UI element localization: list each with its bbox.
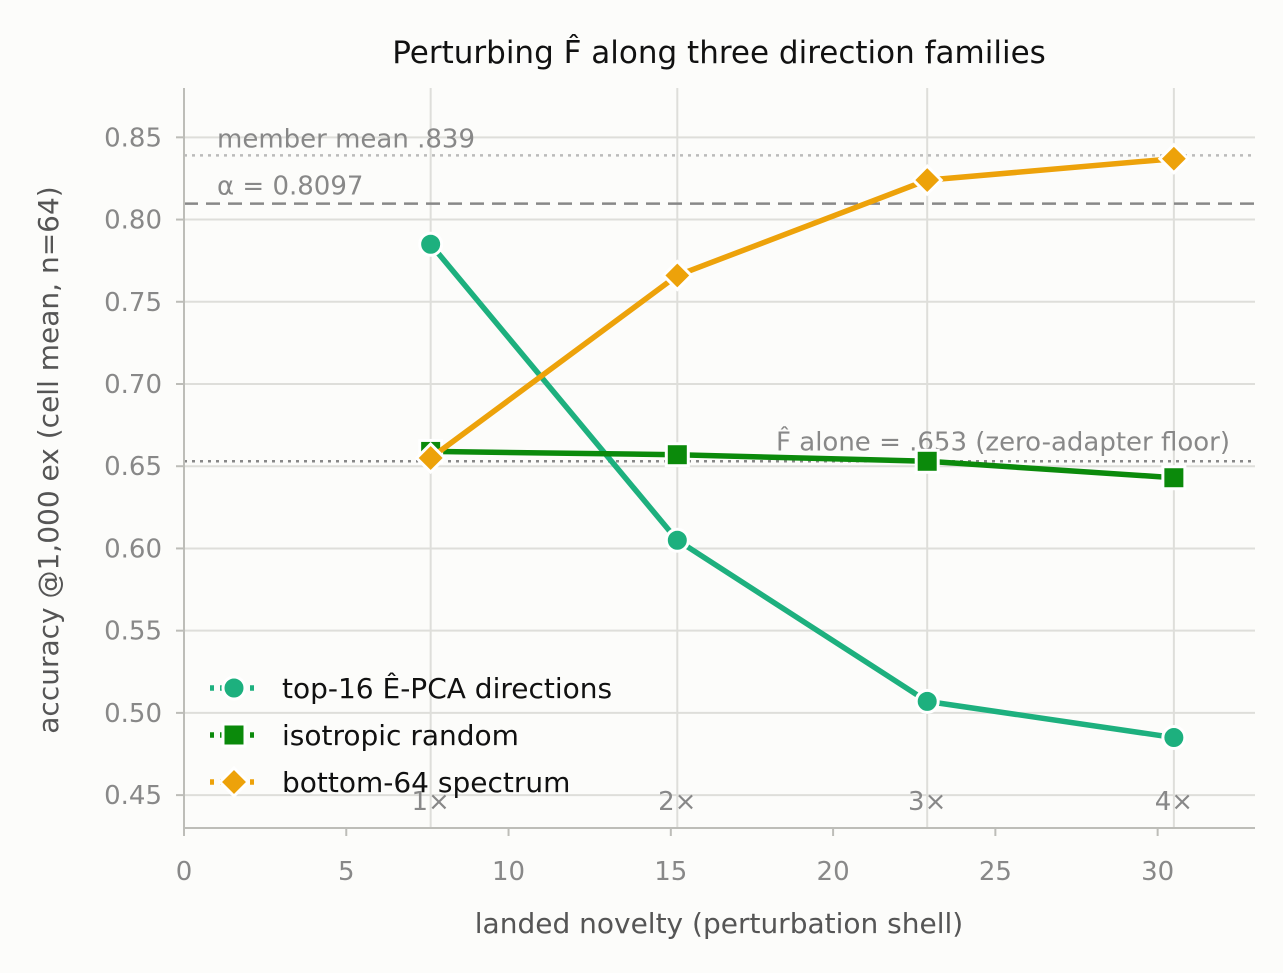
y-axis-title: accuracy @1,000 ex (cell mean, n=64) xyxy=(32,186,65,733)
y-tick-label: 0.60 xyxy=(104,534,162,564)
data-point xyxy=(911,163,944,197)
series-line xyxy=(427,155,1177,461)
data-point xyxy=(914,448,940,474)
data-point xyxy=(664,442,690,468)
y-tick-label: 0.50 xyxy=(104,699,162,729)
x-tick-label: 15 xyxy=(654,857,687,887)
legend-label: top-16 Ê-PCA directions xyxy=(282,671,612,705)
legend: top-16 Ê-PCA directions isotropic random b… xyxy=(210,671,612,799)
reference-label: α = 0.8097 xyxy=(217,172,363,202)
x-axis-title: landed novelty (perturbation shell) xyxy=(475,907,963,940)
y-tick-label: 0.70 xyxy=(104,370,162,400)
shell-label: 1× xyxy=(411,787,449,817)
data-point xyxy=(661,259,694,292)
y-tick-label: 0.85 xyxy=(104,123,162,153)
data-point xyxy=(1161,465,1187,491)
data-point xyxy=(914,688,940,714)
legend-label: isotropic random xyxy=(282,719,519,752)
y-tick-label: 0.65 xyxy=(104,452,162,482)
series-line xyxy=(427,241,1177,741)
x-tick-label: 25 xyxy=(979,857,1012,887)
data-point xyxy=(418,231,444,257)
data-point xyxy=(1161,725,1187,751)
y-tick-label: 0.75 xyxy=(104,288,162,318)
shell-label: 2× xyxy=(658,787,696,817)
legend-marker xyxy=(217,765,251,799)
y-tick-label: 0.45 xyxy=(104,781,162,811)
data-point xyxy=(1157,142,1190,175)
x-tick-label: 20 xyxy=(817,857,850,887)
shell-label: 4× xyxy=(1155,787,1193,817)
y-tick-label: 0.55 xyxy=(104,617,162,647)
x-tick-label: 10 xyxy=(492,857,525,887)
series xyxy=(414,142,1190,751)
x-tick-label: 0 xyxy=(176,857,193,887)
legend-label: bottom-64 spectrum xyxy=(282,766,570,799)
x-tick-label: 30 xyxy=(1141,857,1174,887)
series-line xyxy=(427,448,1177,481)
chart-title: Perturbing F̂ along three direction fami… xyxy=(392,34,1046,71)
reference-lines: member mean .839 α = 0.8097 F̂ alone = .65… xyxy=(184,124,1255,463)
shell-label: 3× xyxy=(908,787,946,817)
reference-label: F̂ alone = .653 (zero-adapter floor) xyxy=(776,426,1230,458)
y-tick-label: 0.80 xyxy=(104,206,162,236)
legend-marker xyxy=(221,675,247,701)
axes: 0.45 0.50 0.55 0.60 0.65 0.70 0.75 0.80 0.85 0 5 10… xyxy=(104,88,1255,887)
legend-marker xyxy=(221,722,247,748)
data-point xyxy=(664,527,690,553)
x-tick-label: 5 xyxy=(338,857,355,887)
data-point xyxy=(414,441,447,475)
reference-label: member mean .839 xyxy=(217,124,475,154)
